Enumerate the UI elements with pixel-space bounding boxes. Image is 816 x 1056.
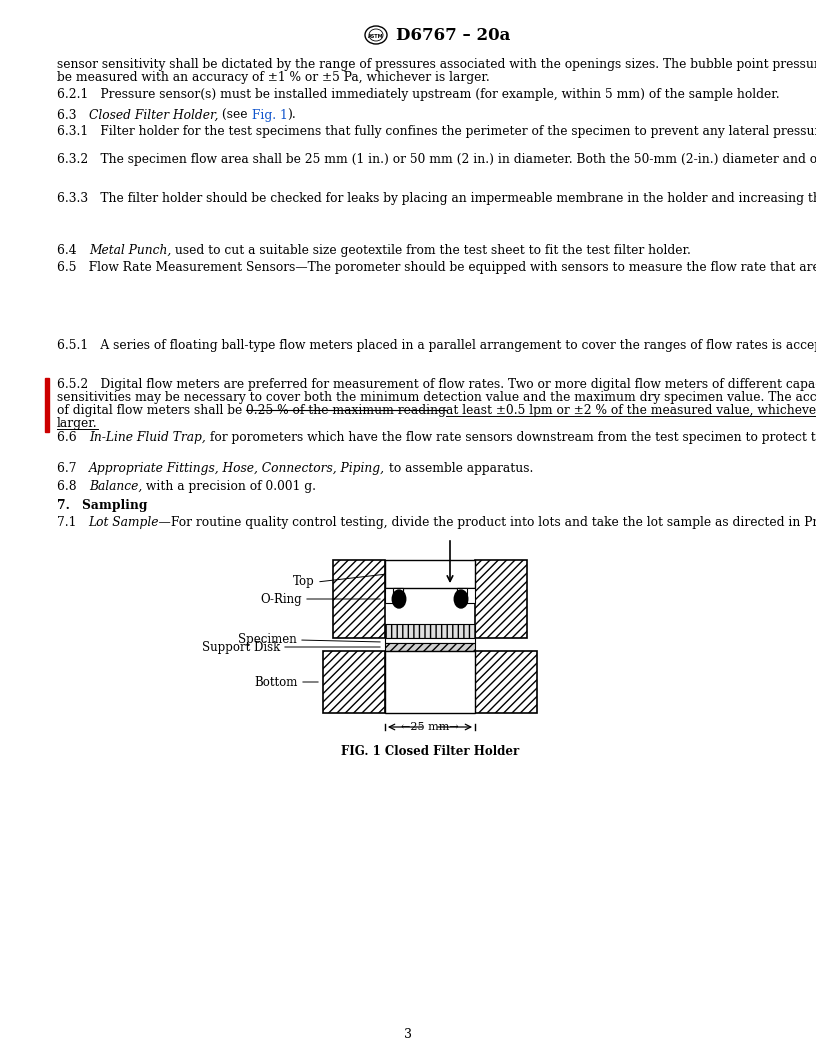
- Bar: [323, 650, 385, 713]
- Text: Bottom: Bottom: [255, 676, 298, 689]
- Text: 6.3.1 Filter holder for the test specimens that fully confines the perimeter of : 6.3.1 Filter holder for the test specime…: [57, 125, 816, 138]
- Text: Lot Sample—: Lot Sample—: [89, 516, 171, 529]
- Text: In-Line Fluid Trap,: In-Line Fluid Trap,: [89, 431, 206, 444]
- Text: Fig. 1: Fig. 1: [251, 109, 287, 122]
- Bar: [457, 588, 467, 603]
- Text: for porometers which have the flow rate sensors downstream from the test specime: for porometers which have the flow rate …: [206, 431, 816, 444]
- Text: 6.5.1 A series of floating ball-type flow meters placed in a parallel arrangemen: 6.5.1 A series of floating ball-type flo…: [57, 339, 816, 352]
- Text: For routine quality control testing, divide the product into lots and take the l: For routine quality control testing, div…: [171, 516, 816, 529]
- Text: 6.4: 6.4: [57, 244, 89, 257]
- Text: 6.7: 6.7: [57, 463, 89, 475]
- Bar: [475, 560, 527, 638]
- Text: D6767 – 20a: D6767 – 20a: [396, 26, 510, 43]
- Ellipse shape: [392, 590, 406, 608]
- Text: sensor sensitivity shall be dictated by the range of pressures associated with t: sensor sensitivity shall be dictated by …: [57, 58, 816, 71]
- Text: ).: ).: [287, 109, 296, 122]
- Bar: [333, 560, 385, 638]
- Text: 6.3.2 The specimen flow area shall be 25 mm (1 in.) or 50 mm (2 in.) in diameter: 6.3.2 The specimen flow area shall be 25…: [57, 153, 816, 166]
- Text: 7. Sampling: 7. Sampling: [57, 499, 148, 512]
- Bar: [385, 643, 475, 650]
- Text: (see: (see: [218, 109, 251, 122]
- Text: at least ±0.5 lpm or ±2 % of the measured value, whichever is: at least ±0.5 lpm or ±2 % of the measure…: [446, 404, 816, 417]
- Text: 6.3.3 The filter holder should be checked for leaks by placing an impermeable me: 6.3.3 The filter holder should be checke…: [57, 192, 816, 205]
- Text: Support Disk: Support Disk: [202, 641, 280, 654]
- Text: 6.8: 6.8: [57, 480, 89, 493]
- Bar: [457, 588, 475, 603]
- Text: 6.3: 6.3: [57, 109, 89, 122]
- Text: O-Ring: O-Ring: [260, 592, 302, 605]
- Bar: [385, 650, 475, 713]
- Text: 7.1: 7.1: [57, 516, 89, 529]
- Bar: [385, 560, 475, 588]
- Text: be measured with an accuracy of ±1 % or ±5 Pa, whichever is larger.: be measured with an accuracy of ±1 % or …: [57, 71, 490, 84]
- Bar: [385, 624, 475, 638]
- Text: 6.5 Flow Rate Measurement Sensors—The porometer should be equipped with sensors : 6.5 Flow Rate Measurement Sensors—The po…: [57, 261, 816, 274]
- Text: with a precision of 0.001 g.: with a precision of 0.001 g.: [142, 480, 316, 493]
- Text: 6.5.2 Digital flow meters are preferred for measurement of flow rates. Two or mo: 6.5.2 Digital flow meters are preferred …: [57, 378, 816, 391]
- Text: larger.: larger.: [57, 417, 98, 430]
- Text: ←25 mm→: ←25 mm→: [401, 722, 459, 732]
- Text: 3: 3: [404, 1029, 412, 1041]
- Bar: [45, 378, 49, 432]
- Bar: [393, 588, 403, 603]
- Text: Balance,: Balance,: [89, 480, 142, 493]
- Text: Metal Punch,: Metal Punch,: [89, 244, 171, 257]
- Bar: [385, 588, 403, 603]
- Text: to assemble apparatus.: to assemble apparatus.: [385, 463, 533, 475]
- Text: Specimen: Specimen: [238, 634, 297, 646]
- Text: ASTM: ASTM: [368, 34, 384, 38]
- Text: 6.2.1 Pressure sensor(s) must be installed immediately upstream (for example, wi: 6.2.1 Pressure sensor(s) must be install…: [57, 88, 779, 101]
- Text: Closed Filter Holder,: Closed Filter Holder,: [89, 109, 218, 122]
- Text: of digital flow meters shall be: of digital flow meters shall be: [57, 404, 246, 417]
- Text: Top: Top: [293, 576, 315, 588]
- Text: used to cut a suitable size geotextile from the test sheet to fit the test filte: used to cut a suitable size geotextile f…: [171, 244, 691, 257]
- Text: 0.25 % of the maximum reading: 0.25 % of the maximum reading: [246, 404, 446, 417]
- Text: FIG. 1 Closed Filter Holder: FIG. 1 Closed Filter Holder: [341, 744, 519, 758]
- Text: 6.6: 6.6: [57, 431, 89, 444]
- Bar: [385, 638, 475, 643]
- Text: Appropriate Fittings, Hose, Connectors, Piping,: Appropriate Fittings, Hose, Connectors, …: [89, 463, 385, 475]
- Bar: [475, 650, 537, 713]
- Ellipse shape: [455, 590, 468, 608]
- Text: sensitivities may be necessary to cover both the minimum detection value and the: sensitivities may be necessary to cover …: [57, 391, 816, 404]
